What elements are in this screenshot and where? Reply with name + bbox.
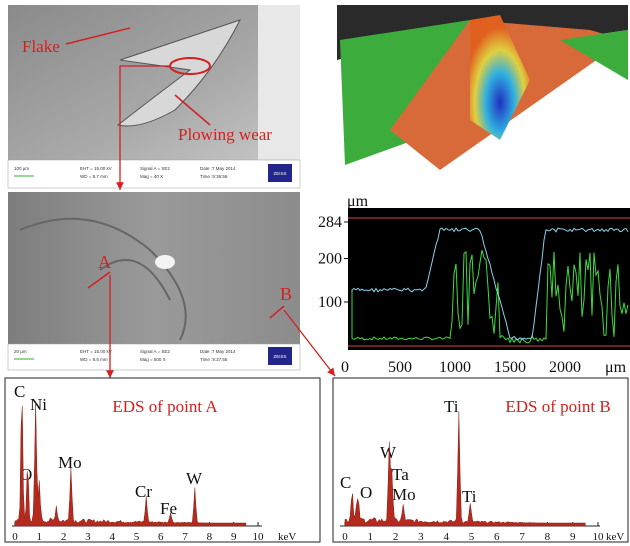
x-tick-label: 0 — [341, 359, 349, 376]
peak-label: W — [186, 469, 203, 488]
peak-label: Fe — [160, 499, 177, 518]
info-text: Date :7 May 2014 — [200, 166, 236, 171]
annotation: Plowing wear — [178, 125, 272, 144]
logo: ZEISS — [273, 171, 286, 176]
scale-label: 100 μm — [14, 166, 29, 171]
info-text: Date :7 May 2014 — [200, 349, 236, 354]
peak-label: C — [14, 382, 25, 401]
x-tick-label: 10 — [593, 531, 605, 543]
x-tick-label: 6 — [494, 531, 500, 543]
x-tick-label: 5 — [134, 531, 140, 543]
info-text: Signal A = SE2 — [140, 166, 170, 171]
x-tick-label: 9 — [231, 531, 237, 543]
annotation: A — [98, 252, 111, 272]
sem-top: 100 μm EHT = 15.00 kV WD = 8.7 mm Signal… — [8, 5, 300, 188]
peak-label: Mo — [58, 453, 82, 472]
x-tick-label: 1 — [368, 531, 374, 543]
x-tick-label: 4 — [109, 531, 115, 543]
x-tick-label: 0 — [12, 531, 18, 543]
x-tick-label: 500 — [388, 359, 412, 376]
x-tick-label: 8 — [545, 531, 551, 543]
spectrum-title: EDS of point B — [505, 397, 610, 416]
axis-unit: keV — [606, 531, 624, 543]
figure: 100 μm EHT = 15.00 kV WD = 8.7 mm Signal… — [0, 0, 630, 546]
peak-label: Ti — [462, 487, 477, 506]
peak-label: O — [360, 483, 372, 502]
axis-unit: μm — [605, 359, 627, 376]
x-tick-label: 3 — [418, 531, 424, 543]
peak-label: W — [380, 443, 397, 462]
axis-unit: μm — [347, 193, 369, 210]
x-tick-label: 6 — [158, 531, 164, 543]
y-tick-label: 200 — [318, 251, 342, 268]
x-tick-label: 0 — [342, 531, 348, 543]
x-tick-label: 5 — [469, 531, 475, 543]
x-tick-label: 8 — [207, 531, 213, 543]
x-tick-label: 2000 — [549, 359, 581, 376]
info-text: EHT = 15.00 kV — [80, 349, 112, 354]
peak-label: Mo — [392, 485, 416, 504]
x-tick-label: 1 — [37, 531, 43, 543]
peak-label: Ti — [444, 397, 459, 416]
y-tick-label: 100 — [318, 294, 342, 311]
annotation: Flake — [22, 37, 60, 56]
scale-label: 20 μm — [14, 349, 27, 354]
sem-mid: 20 μm EHT = 15.00 kV WD = 8.5 mm Signal … — [8, 192, 300, 370]
x-tick-label: 10 — [253, 531, 265, 543]
x-tick-label: 3 — [85, 531, 91, 543]
peak-label: Ni — [30, 395, 47, 414]
eds-spectrum: EDS of point B C O W Ta Mo Ti Ti keV 0 1 2… — [333, 378, 628, 543]
peak-label: Cr — [135, 482, 152, 501]
x-tick-label: 7 — [519, 531, 525, 543]
axis-unit: keV — [278, 531, 296, 543]
info-text: Time :9:37:55 — [200, 357, 228, 362]
y-tick-label: 284 — [318, 214, 342, 231]
spectrum-title: EDS of point A — [112, 397, 218, 416]
x-tick-label: 1500 — [494, 359, 526, 376]
x-tick-label: 9 — [570, 531, 576, 543]
x-tick-label: 4 — [443, 531, 449, 543]
info-text: Mag = 40 X — [140, 174, 163, 179]
info-text: Signal A = SE2 — [140, 349, 170, 354]
surface-3d — [337, 5, 628, 180]
info-text: Time :9:36:56 — [200, 174, 228, 179]
x-tick-label: 2 — [393, 531, 399, 543]
peak-label: Ta — [392, 465, 409, 484]
annotation: B — [280, 284, 292, 304]
x-tick-label: 1000 — [439, 359, 471, 376]
peak-label: C — [340, 473, 351, 492]
logo: ZEISS — [273, 354, 286, 359]
info-text: WD = 8.7 mm — [80, 174, 108, 179]
info-text: EHT = 15.00 kV — [80, 166, 112, 171]
x-tick-label: 7 — [182, 531, 188, 543]
x-tick-label: 2 — [61, 531, 67, 543]
info-text: Mag = 500 X — [140, 357, 166, 362]
info-text: WD = 8.5 mm — [80, 357, 108, 362]
